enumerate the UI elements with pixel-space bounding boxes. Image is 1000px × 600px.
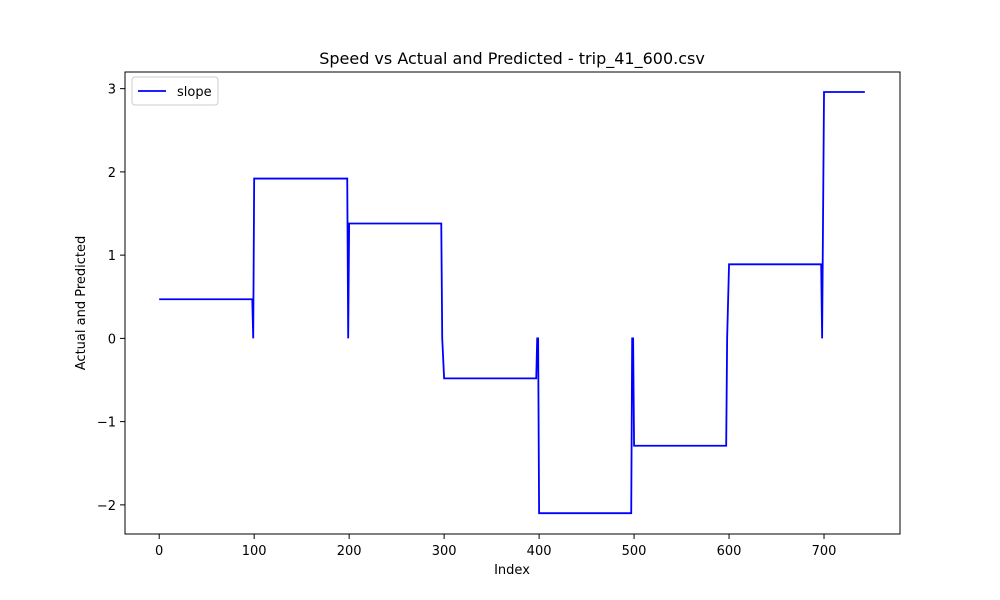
y-tick-label: 3 (108, 83, 116, 98)
legend: slope (131, 76, 219, 106)
x-tick-label: 0 (155, 544, 163, 559)
x-tick-label: 300 (432, 544, 457, 559)
y-axis: −2 −1 0 1 2 3 (97, 83, 125, 514)
x-tick-label: 700 (812, 544, 837, 559)
x-axis-label: Index (494, 563, 530, 578)
x-tick-label: 400 (527, 544, 552, 559)
x-tick-label: 600 (717, 544, 742, 559)
y-axis-label: Actual and Predicted (74, 236, 89, 370)
y-tick-label: 1 (108, 249, 116, 264)
axes-frame (124, 71, 901, 535)
x-tick-label: 200 (337, 544, 362, 559)
legend-box (131, 76, 219, 106)
series-layer (159, 91, 865, 515)
series-line-slope (159, 91, 865, 515)
x-tick-label: 500 (622, 544, 647, 559)
y-tick-label: 0 (108, 332, 116, 347)
y-tick-label: −2 (97, 499, 116, 514)
legend-label-slope: slope (177, 85, 212, 100)
y-tick-label: 2 (108, 166, 116, 181)
chart-title: Speed vs Actual and Predicted - trip_41_… (319, 49, 705, 69)
x-axis: 0 100 200 300 400 500 600 700 (155, 534, 836, 559)
y-tick-label: −1 (97, 416, 116, 431)
x-tick-label: 100 (242, 544, 267, 559)
plot-area (124, 71, 901, 535)
